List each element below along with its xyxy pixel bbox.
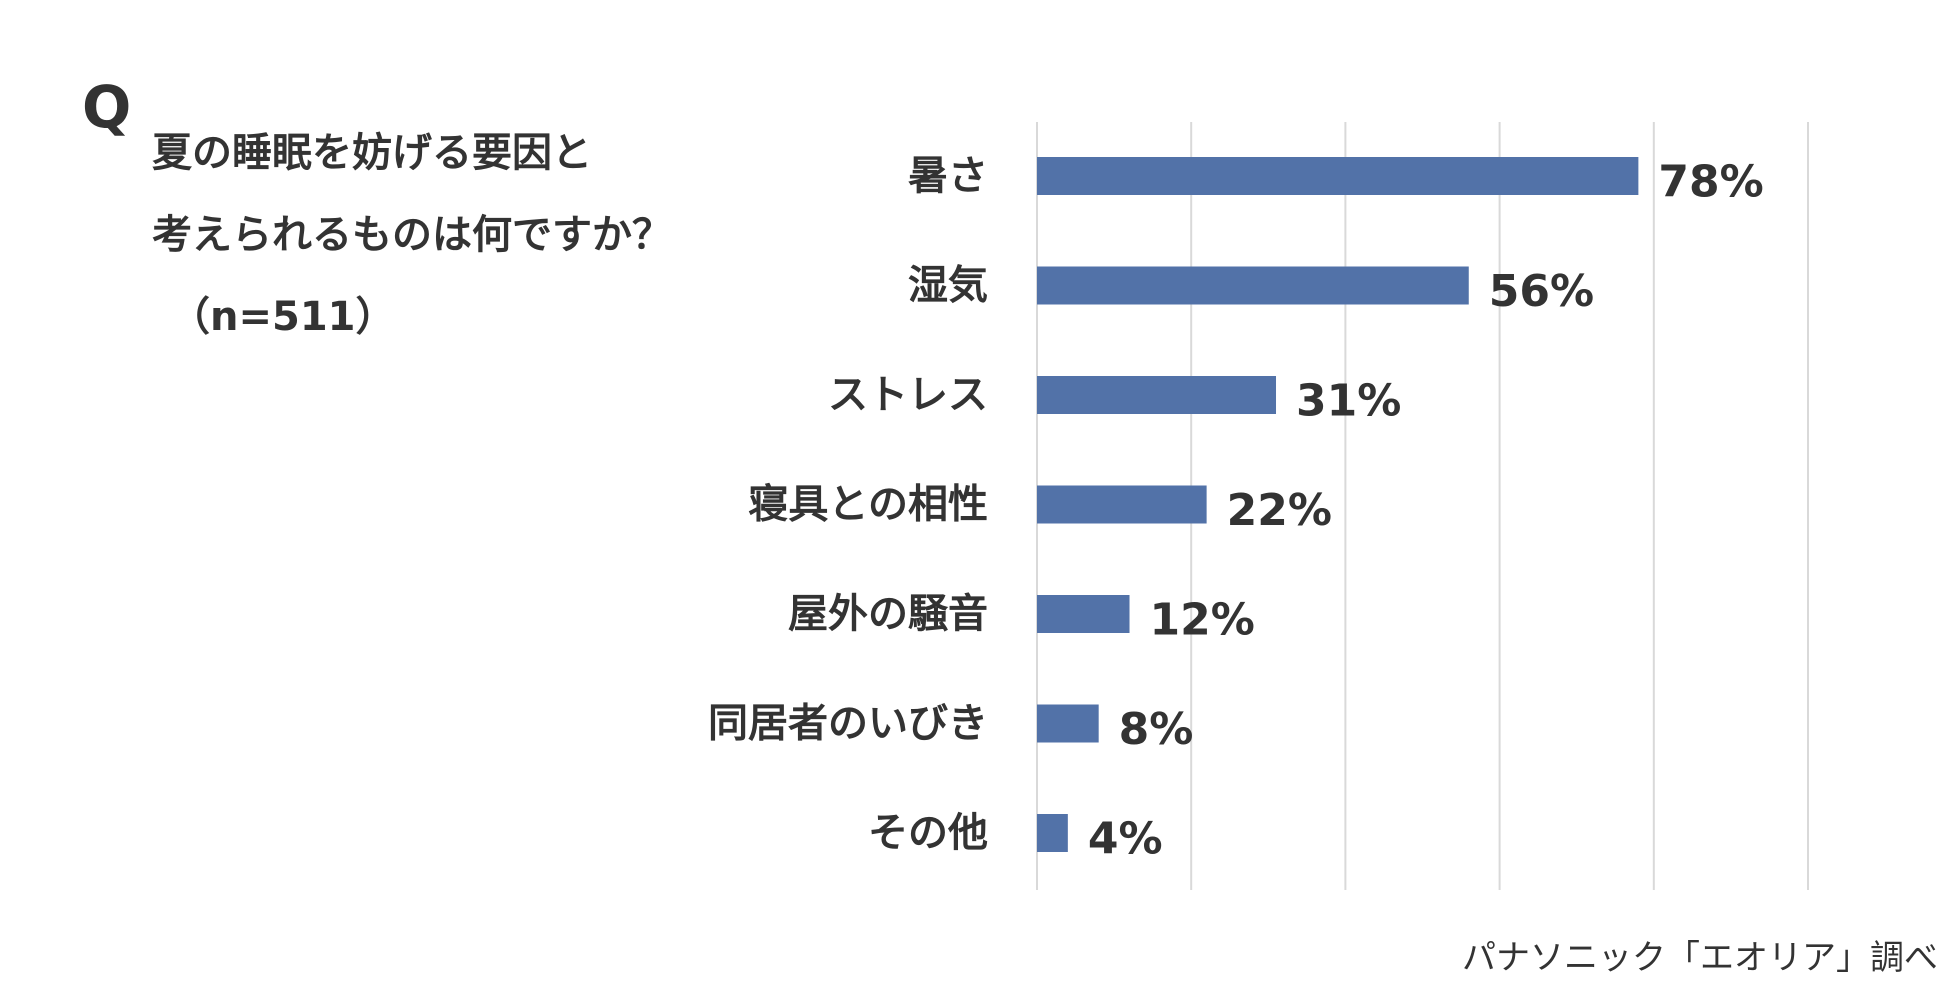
question-line-2: 考えられるものは何ですか？ — [152, 212, 672, 258]
category-label: 湿気 — [908, 263, 988, 309]
bar — [1037, 704, 1099, 743]
bar — [1037, 157, 1639, 195]
value-label: 8% — [1119, 704, 1194, 755]
value-label: 12% — [1150, 595, 1255, 646]
value-label: 31% — [1296, 376, 1401, 427]
bar — [1037, 485, 1207, 524]
value-label: 22% — [1227, 485, 1332, 536]
question-text: 夏の睡眠を妨げる要因と 考えられるものは何ですか？ （n=511） — [152, 112, 792, 358]
category-label: 同居者のいびき — [708, 701, 988, 747]
value-labels: 78% 56% 31% 22% 12% 8% 4% — [1088, 157, 1764, 865]
category-label: 寝具との相性 — [748, 482, 988, 528]
bar — [1037, 595, 1130, 633]
sample-size: （n=511） — [170, 294, 396, 340]
bar — [1037, 814, 1068, 852]
source-note: パナソニック「エオリア」調べ — [1462, 938, 1938, 978]
category-label: 暑さ — [908, 153, 988, 199]
category-label: その他 — [868, 810, 988, 856]
category-label: ストレス — [828, 372, 988, 418]
bar — [1037, 376, 1277, 414]
bars — [1037, 157, 1639, 852]
value-label: 56% — [1489, 266, 1594, 317]
value-label: 4% — [1088, 814, 1163, 865]
value-label: 78% — [1658, 157, 1763, 208]
bar — [1037, 266, 1469, 305]
question-mark: Q — [82, 73, 132, 141]
question-line-1: 夏の睡眠を妨げる要因と — [152, 130, 592, 176]
category-label: 屋外の騒音 — [788, 591, 988, 637]
